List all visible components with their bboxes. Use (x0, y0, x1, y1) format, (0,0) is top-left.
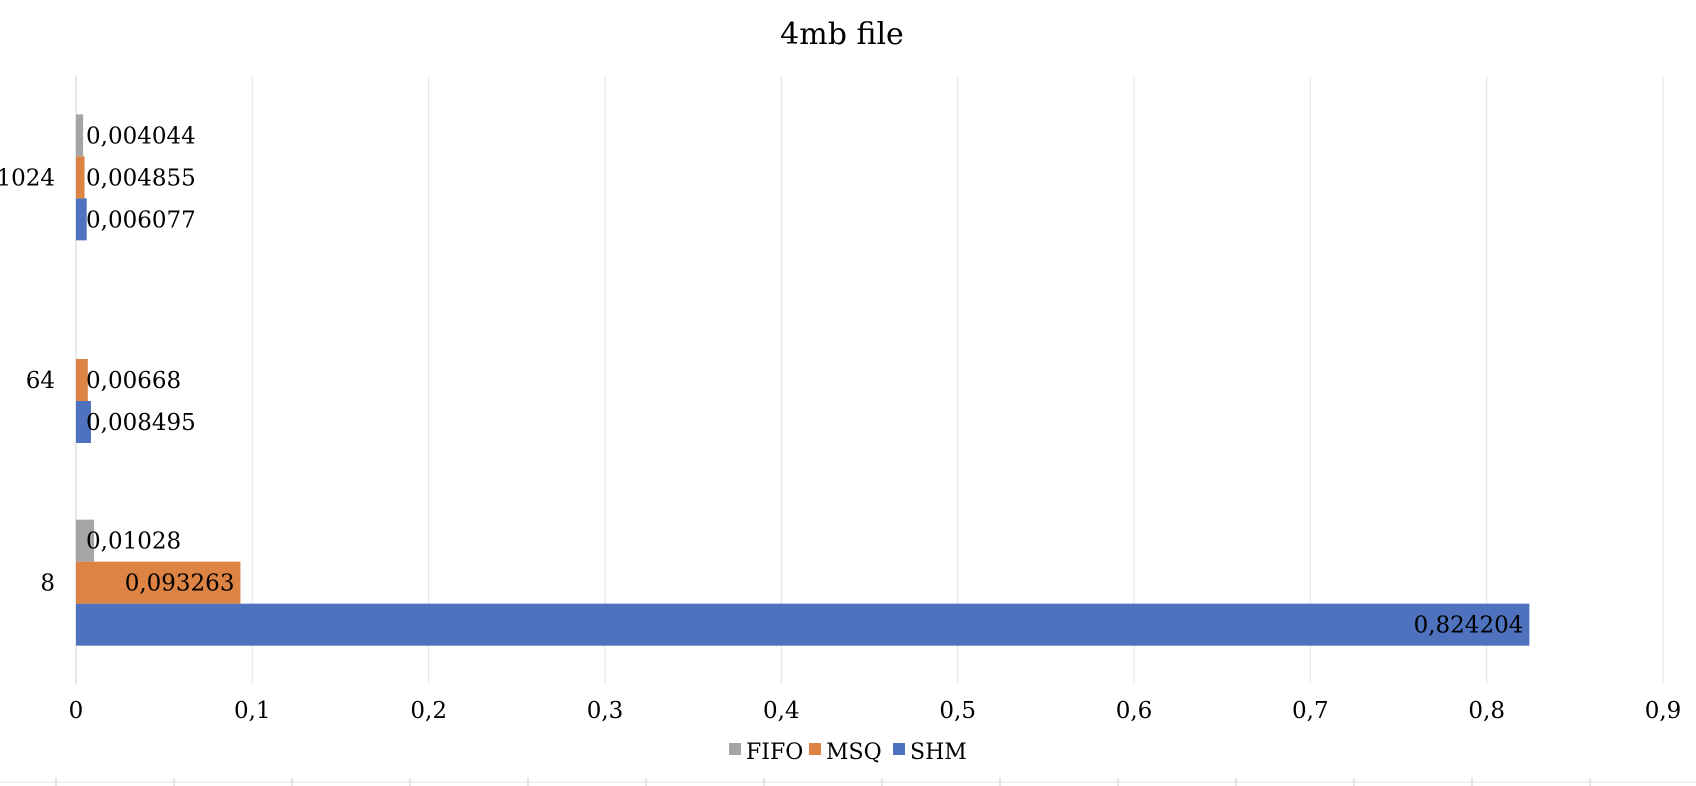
data-label: 0,824204 (1414, 613, 1524, 639)
bar (76, 561, 241, 604)
x-tick-label: 0,3 (587, 698, 624, 724)
x-tick-label: 0,7 (1292, 698, 1329, 724)
legend: FIFO MSQ SHM (729, 740, 967, 765)
bar (76, 114, 84, 157)
y-axis-categories: 8 64 1024 (0, 165, 55, 596)
x-tick-label: 0,2 (410, 698, 447, 724)
data-label: 0,00668 (86, 368, 181, 394)
x-tick-label: 0,1 (234, 698, 271, 724)
data-label: 0,006077 (86, 207, 196, 233)
data-label: 0,008495 (86, 410, 196, 436)
bar (76, 156, 85, 199)
legend-swatch (729, 743, 741, 755)
bar (76, 519, 95, 562)
y-category-label: 64 (26, 368, 55, 394)
x-tick-label: 0,8 (1468, 698, 1505, 724)
legend-swatch (809, 743, 821, 755)
data-label: 0,004044 (86, 123, 196, 149)
x-tick-label: 0,9 (1645, 698, 1682, 724)
x-tick-label: 0,4 (763, 698, 800, 724)
legend-label: FIFO (746, 740, 803, 765)
x-tick-label: 0 (69, 698, 84, 724)
bars: 0,824204 0,093263 0,01028 0,008495 0,00668 0,… (76, 114, 1530, 646)
legend-label: MSQ (826, 740, 882, 765)
data-label: 0,093263 (125, 571, 235, 597)
y-category-label: 1024 (0, 165, 55, 191)
data-label: 0,01028 (86, 529, 181, 555)
legend-label: SHM (910, 740, 967, 765)
chart-title: 4mb file (780, 17, 904, 52)
grid-lines (75, 76, 1664, 684)
bar (76, 401, 91, 443)
footer-tick-marks (0, 778, 1696, 786)
legend-swatch (893, 743, 905, 755)
bar (76, 198, 87, 241)
bar (76, 603, 1530, 646)
bar (76, 359, 88, 401)
y-category-label: 8 (40, 571, 55, 597)
x-tick-label: 0,5 (939, 698, 976, 724)
x-tick-label: 0,6 (1116, 698, 1153, 724)
data-label: 0,004855 (86, 165, 196, 191)
x-axis-ticks: 0 0,1 0,2 0,3 0,4 0,5 0,6 0,7 0,8 0,9 (69, 698, 1682, 724)
